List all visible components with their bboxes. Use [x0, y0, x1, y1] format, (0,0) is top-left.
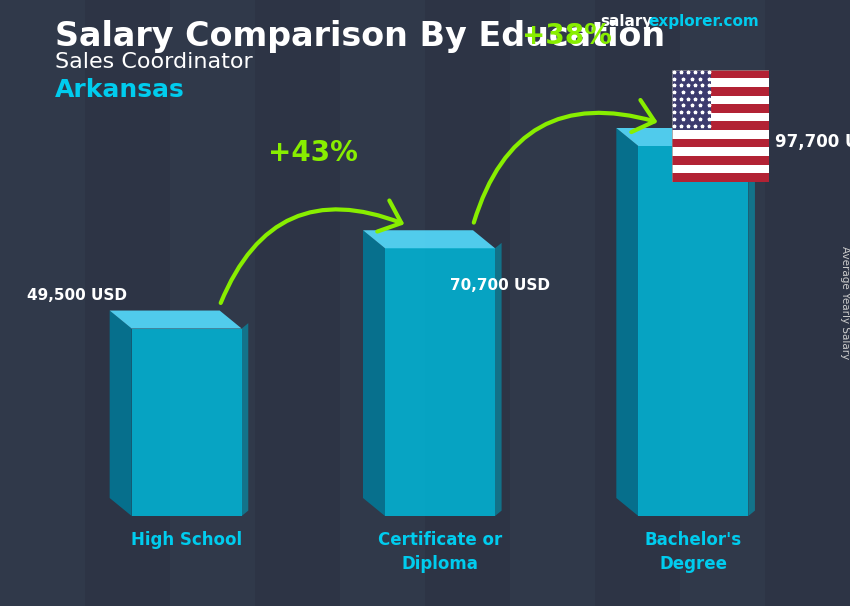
- Polygon shape: [616, 128, 748, 146]
- Text: 49,500 USD: 49,500 USD: [26, 287, 127, 302]
- Polygon shape: [110, 310, 132, 516]
- Bar: [672, 78, 769, 87]
- FancyArrowPatch shape: [221, 201, 401, 303]
- Polygon shape: [748, 141, 755, 516]
- Text: Certificate or
Diploma: Certificate or Diploma: [378, 531, 502, 573]
- Polygon shape: [385, 248, 495, 516]
- Bar: [85, 0, 170, 606]
- Bar: [672, 156, 769, 165]
- Polygon shape: [363, 230, 385, 516]
- Bar: [425, 0, 510, 606]
- Polygon shape: [132, 328, 241, 516]
- Bar: [672, 70, 711, 130]
- Bar: [765, 0, 850, 606]
- Bar: [255, 0, 340, 606]
- Bar: [672, 147, 769, 156]
- Bar: [672, 113, 769, 121]
- FancyArrowPatch shape: [473, 100, 654, 222]
- Bar: [510, 0, 595, 606]
- Bar: [672, 173, 769, 182]
- Bar: [672, 130, 769, 139]
- Bar: [672, 139, 769, 147]
- Text: explorer.com: explorer.com: [648, 14, 759, 29]
- Bar: [672, 165, 769, 173]
- Text: +43%: +43%: [269, 139, 358, 167]
- Text: Bachelor's
Degree: Bachelor's Degree: [645, 531, 742, 573]
- Text: salary: salary: [600, 14, 652, 29]
- Bar: [170, 0, 255, 606]
- Text: Arkansas: Arkansas: [55, 78, 184, 102]
- Polygon shape: [110, 310, 241, 328]
- Bar: [672, 87, 769, 96]
- Text: High School: High School: [131, 531, 242, 549]
- Polygon shape: [363, 230, 495, 248]
- Polygon shape: [495, 243, 502, 516]
- Text: +38%: +38%: [522, 22, 612, 50]
- Polygon shape: [616, 128, 638, 516]
- Text: 70,700 USD: 70,700 USD: [450, 278, 550, 293]
- Bar: [672, 121, 769, 130]
- Bar: [672, 104, 769, 113]
- Bar: [595, 0, 680, 606]
- Text: Sales Coordinator: Sales Coordinator: [55, 52, 252, 72]
- Text: Salary Comparison By Education: Salary Comparison By Education: [55, 20, 665, 53]
- Bar: [680, 0, 765, 606]
- Text: Average Yearly Salary: Average Yearly Salary: [840, 247, 850, 359]
- Bar: [672, 96, 769, 104]
- Polygon shape: [638, 146, 748, 516]
- Bar: [672, 70, 769, 78]
- Bar: [340, 0, 425, 606]
- Text: 97,700 USD: 97,700 USD: [775, 133, 850, 151]
- Polygon shape: [241, 323, 248, 516]
- Bar: [0, 0, 85, 606]
